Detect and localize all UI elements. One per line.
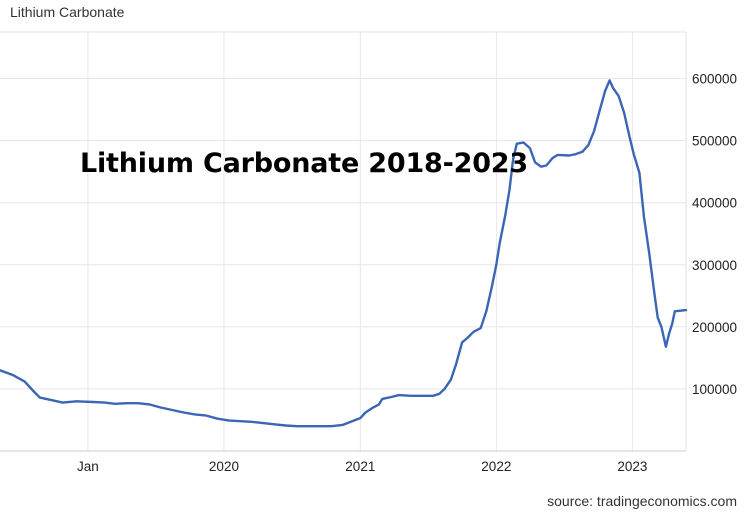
axes <box>0 32 687 452</box>
chart-title: Lithium Carbonate <box>10 4 125 20</box>
y-tick-label: 100000 <box>692 382 737 397</box>
overlay-title: Lithium Carbonate 2018-2023 <box>80 148 528 179</box>
y-tick-label: 500000 <box>692 134 737 149</box>
series-layer <box>0 79 688 428</box>
tick-labels: 100000 200000 300000 400000 500000 600000 Jan 2… <box>77 72 737 474</box>
y-tick-label: 300000 <box>692 258 737 273</box>
x-tick-label: 2021 <box>345 459 375 474</box>
series-line <box>0 79 688 428</box>
x-tick-label: Jan <box>77 459 99 474</box>
y-tick-label: 200000 <box>692 320 737 335</box>
x-tick-label: 2020 <box>209 459 239 474</box>
y-tick-label: 400000 <box>692 196 737 211</box>
source-credit: source: tradingeconomics.com <box>547 493 737 509</box>
x-tick-label: 2022 <box>481 459 511 474</box>
y-tick-label: 600000 <box>692 72 737 87</box>
x-tick-label: 2023 <box>617 459 647 474</box>
grid <box>0 31 686 451</box>
